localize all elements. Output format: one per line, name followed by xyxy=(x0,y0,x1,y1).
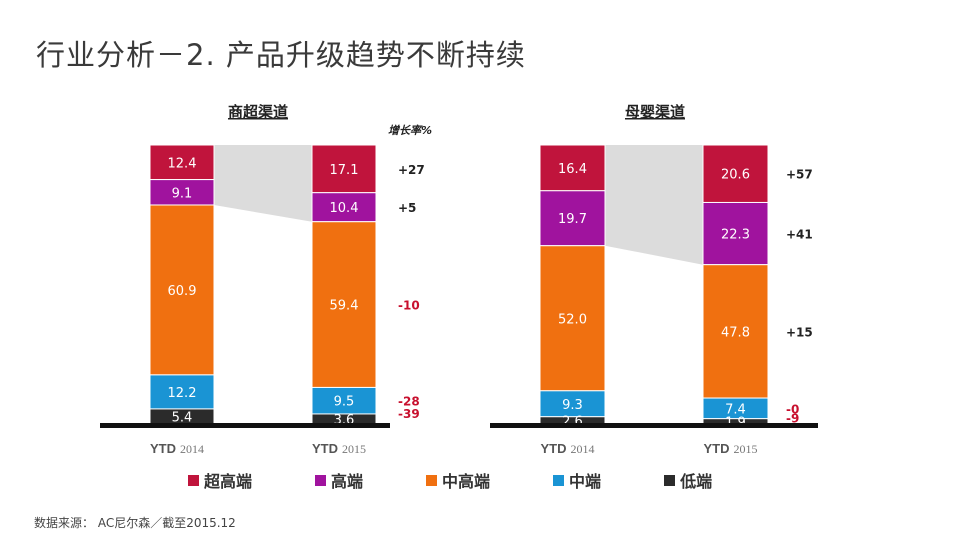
legend-swatch xyxy=(426,474,438,486)
data-label: 5.4 xyxy=(172,410,193,425)
growth-rate-label: +41 xyxy=(786,228,813,242)
growth-rate-label: +57 xyxy=(786,168,813,182)
bar-segment xyxy=(311,386,377,415)
legend: 超高端 高端 中高端 中端 低端 xyxy=(188,468,712,492)
legend-item: 高端 xyxy=(315,468,363,492)
legend-swatch xyxy=(664,474,676,486)
legend-label: 中端 xyxy=(569,472,602,491)
legend-item: 中高端 xyxy=(426,468,490,492)
data-label: 7.4 xyxy=(725,402,746,417)
data-label: 1.9 xyxy=(725,415,746,430)
bar-segment xyxy=(149,204,215,376)
bar-segment xyxy=(311,144,377,194)
bar-segment xyxy=(702,144,769,203)
legend-item: 低端 xyxy=(664,468,712,492)
growth-rate-label: +5 xyxy=(398,201,416,215)
bar-segment xyxy=(539,390,606,418)
growth-rate-label: +15 xyxy=(786,325,813,339)
data-label: 47.8 xyxy=(721,325,750,340)
x-axis-baseline xyxy=(100,423,390,428)
data-label: 20.6 xyxy=(721,168,750,183)
chart-title: 母婴渠道 xyxy=(625,103,685,121)
x-tick-label: YTD xyxy=(150,441,176,456)
data-label: 52.0 xyxy=(558,312,587,327)
legend-swatch xyxy=(188,474,199,486)
data-label: 22.3 xyxy=(721,228,750,243)
growth-rate-label: +27 xyxy=(398,163,425,177)
growth-rate-title: 增长率% xyxy=(388,124,432,137)
x-tick-label: YTD xyxy=(541,441,567,456)
growth-rate-label: -39 xyxy=(398,407,420,421)
growth-rate-label: -28 xyxy=(398,395,420,409)
legend-label: 超高端 xyxy=(204,472,253,491)
page-title: 行业分析－2. 产品升级趋势不断持续 xyxy=(36,38,526,72)
growth-rate-label: -9 xyxy=(786,412,799,426)
x-tick-label: YTD xyxy=(312,441,338,456)
x-tick-label-year: 2015 xyxy=(734,442,758,456)
legend-label: 低端 xyxy=(680,472,713,491)
bar-segment xyxy=(702,201,769,266)
connector-band xyxy=(214,145,312,222)
data-label: 10.4 xyxy=(330,201,359,216)
data-label: 12.4 xyxy=(168,156,197,171)
legend-swatch xyxy=(315,474,327,486)
legend-label: 高端 xyxy=(331,472,364,491)
data-label: 9.1 xyxy=(172,186,193,201)
data-label: 60.9 xyxy=(168,284,197,299)
legend-item: 超高端 xyxy=(188,468,252,492)
data-label: 19.7 xyxy=(558,212,587,227)
growth-rate-label: -0 xyxy=(786,402,799,416)
data-label: 59.4 xyxy=(330,299,359,314)
bar-segment xyxy=(149,179,215,206)
bar-segment xyxy=(702,264,769,399)
x-tick-label-year: 2014 xyxy=(571,442,595,456)
data-label: 16.4 xyxy=(558,162,587,177)
data-label: 9.3 xyxy=(562,398,583,413)
legend-label: 中高端 xyxy=(442,472,491,491)
chart-title: 商超渠道 xyxy=(228,103,288,121)
growth-rate-label: -10 xyxy=(398,299,420,313)
bar-segment xyxy=(149,144,215,181)
data-source-note: 数据来源： AC尼尔森／截至2015.12 xyxy=(34,516,236,530)
bar-segment xyxy=(539,144,606,192)
bar-segment xyxy=(539,190,606,247)
x-tick-label: YTD xyxy=(704,441,730,456)
x-tick-label-year: 2015 xyxy=(342,442,366,456)
x-axis-baseline xyxy=(490,423,818,428)
connector-band xyxy=(605,145,703,265)
data-label: 17.1 xyxy=(330,163,359,178)
x-tick-label-year: 2014 xyxy=(180,442,204,456)
legend-item: 中端 xyxy=(553,468,601,492)
data-label: 12.2 xyxy=(168,386,197,401)
data-label: 9.5 xyxy=(334,395,355,410)
legend-swatch xyxy=(553,474,565,486)
